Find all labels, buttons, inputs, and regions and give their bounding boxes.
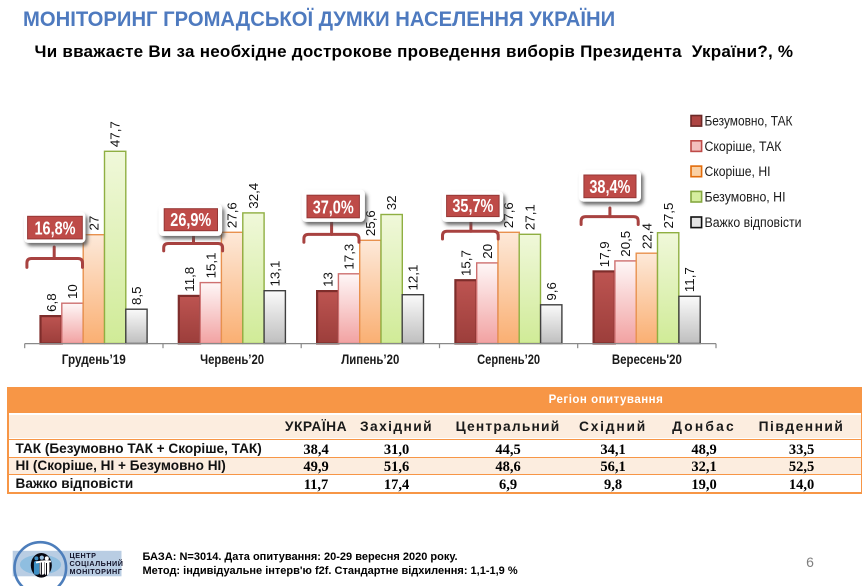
svg-text:Безумовно, НІ: Безумовно, НІ [705, 189, 786, 204]
svg-text:Грудень’19: Грудень’19 [62, 352, 126, 367]
svg-text:6,8: 6,8 [44, 293, 59, 312]
svg-text:13: 13 [320, 272, 335, 287]
svg-text:15,7: 15,7 [459, 250, 474, 276]
svg-text:8,5: 8,5 [129, 287, 144, 306]
svg-text:Липень’20: Липень’20 [341, 352, 399, 367]
svg-text:22,4: 22,4 [640, 223, 655, 249]
svg-text:32,4: 32,4 [246, 183, 261, 209]
svg-text:13,1: 13,1 [267, 261, 282, 287]
svg-text:38,4%: 38,4% [589, 177, 630, 197]
svg-text:Вересень'20: Вересень'20 [612, 352, 682, 367]
svg-text:35,7%: 35,7% [452, 196, 493, 216]
svg-text:17,9: 17,9 [597, 241, 612, 267]
svg-text:27,6: 27,6 [501, 202, 516, 228]
svg-text:47,7: 47,7 [108, 121, 123, 147]
svg-text:Серпень’20: Серпень’20 [477, 352, 540, 367]
svg-text:25,6: 25,6 [363, 210, 378, 236]
svg-text:27,1: 27,1 [523, 204, 538, 230]
svg-text:20: 20 [480, 244, 495, 259]
svg-text:Скоріше, ТАК: Скоріше, ТАК [705, 139, 782, 154]
svg-text:17,3: 17,3 [342, 244, 357, 270]
svg-text:26,9%: 26,9% [170, 210, 211, 230]
svg-text:Червень’20: Червень’20 [200, 352, 264, 367]
svg-text:10: 10 [65, 284, 80, 299]
svg-text:12,1: 12,1 [406, 265, 421, 291]
svg-text:32: 32 [384, 196, 399, 211]
svg-text:Важко відповісти: Важко відповісти [705, 215, 802, 230]
svg-text:27,5: 27,5 [661, 203, 676, 229]
svg-text:11,7: 11,7 [682, 267, 697, 292]
svg-text:Скоріше, НІ: Скоріше, НІ [705, 164, 771, 179]
svg-text:15,1: 15,1 [203, 253, 218, 279]
svg-text:9,6: 9,6 [544, 282, 559, 301]
svg-text:11,8: 11,8 [182, 267, 197, 292]
svg-text:27,6: 27,6 [225, 202, 240, 228]
svg-text:27: 27 [86, 216, 101, 231]
svg-text:16,8%: 16,8% [35, 218, 76, 238]
svg-text:37,0%: 37,0% [313, 197, 354, 217]
svg-text:20,5: 20,5 [618, 231, 633, 257]
svg-text:Безумовно, ТАК: Безумовно, ТАК [705, 114, 793, 129]
